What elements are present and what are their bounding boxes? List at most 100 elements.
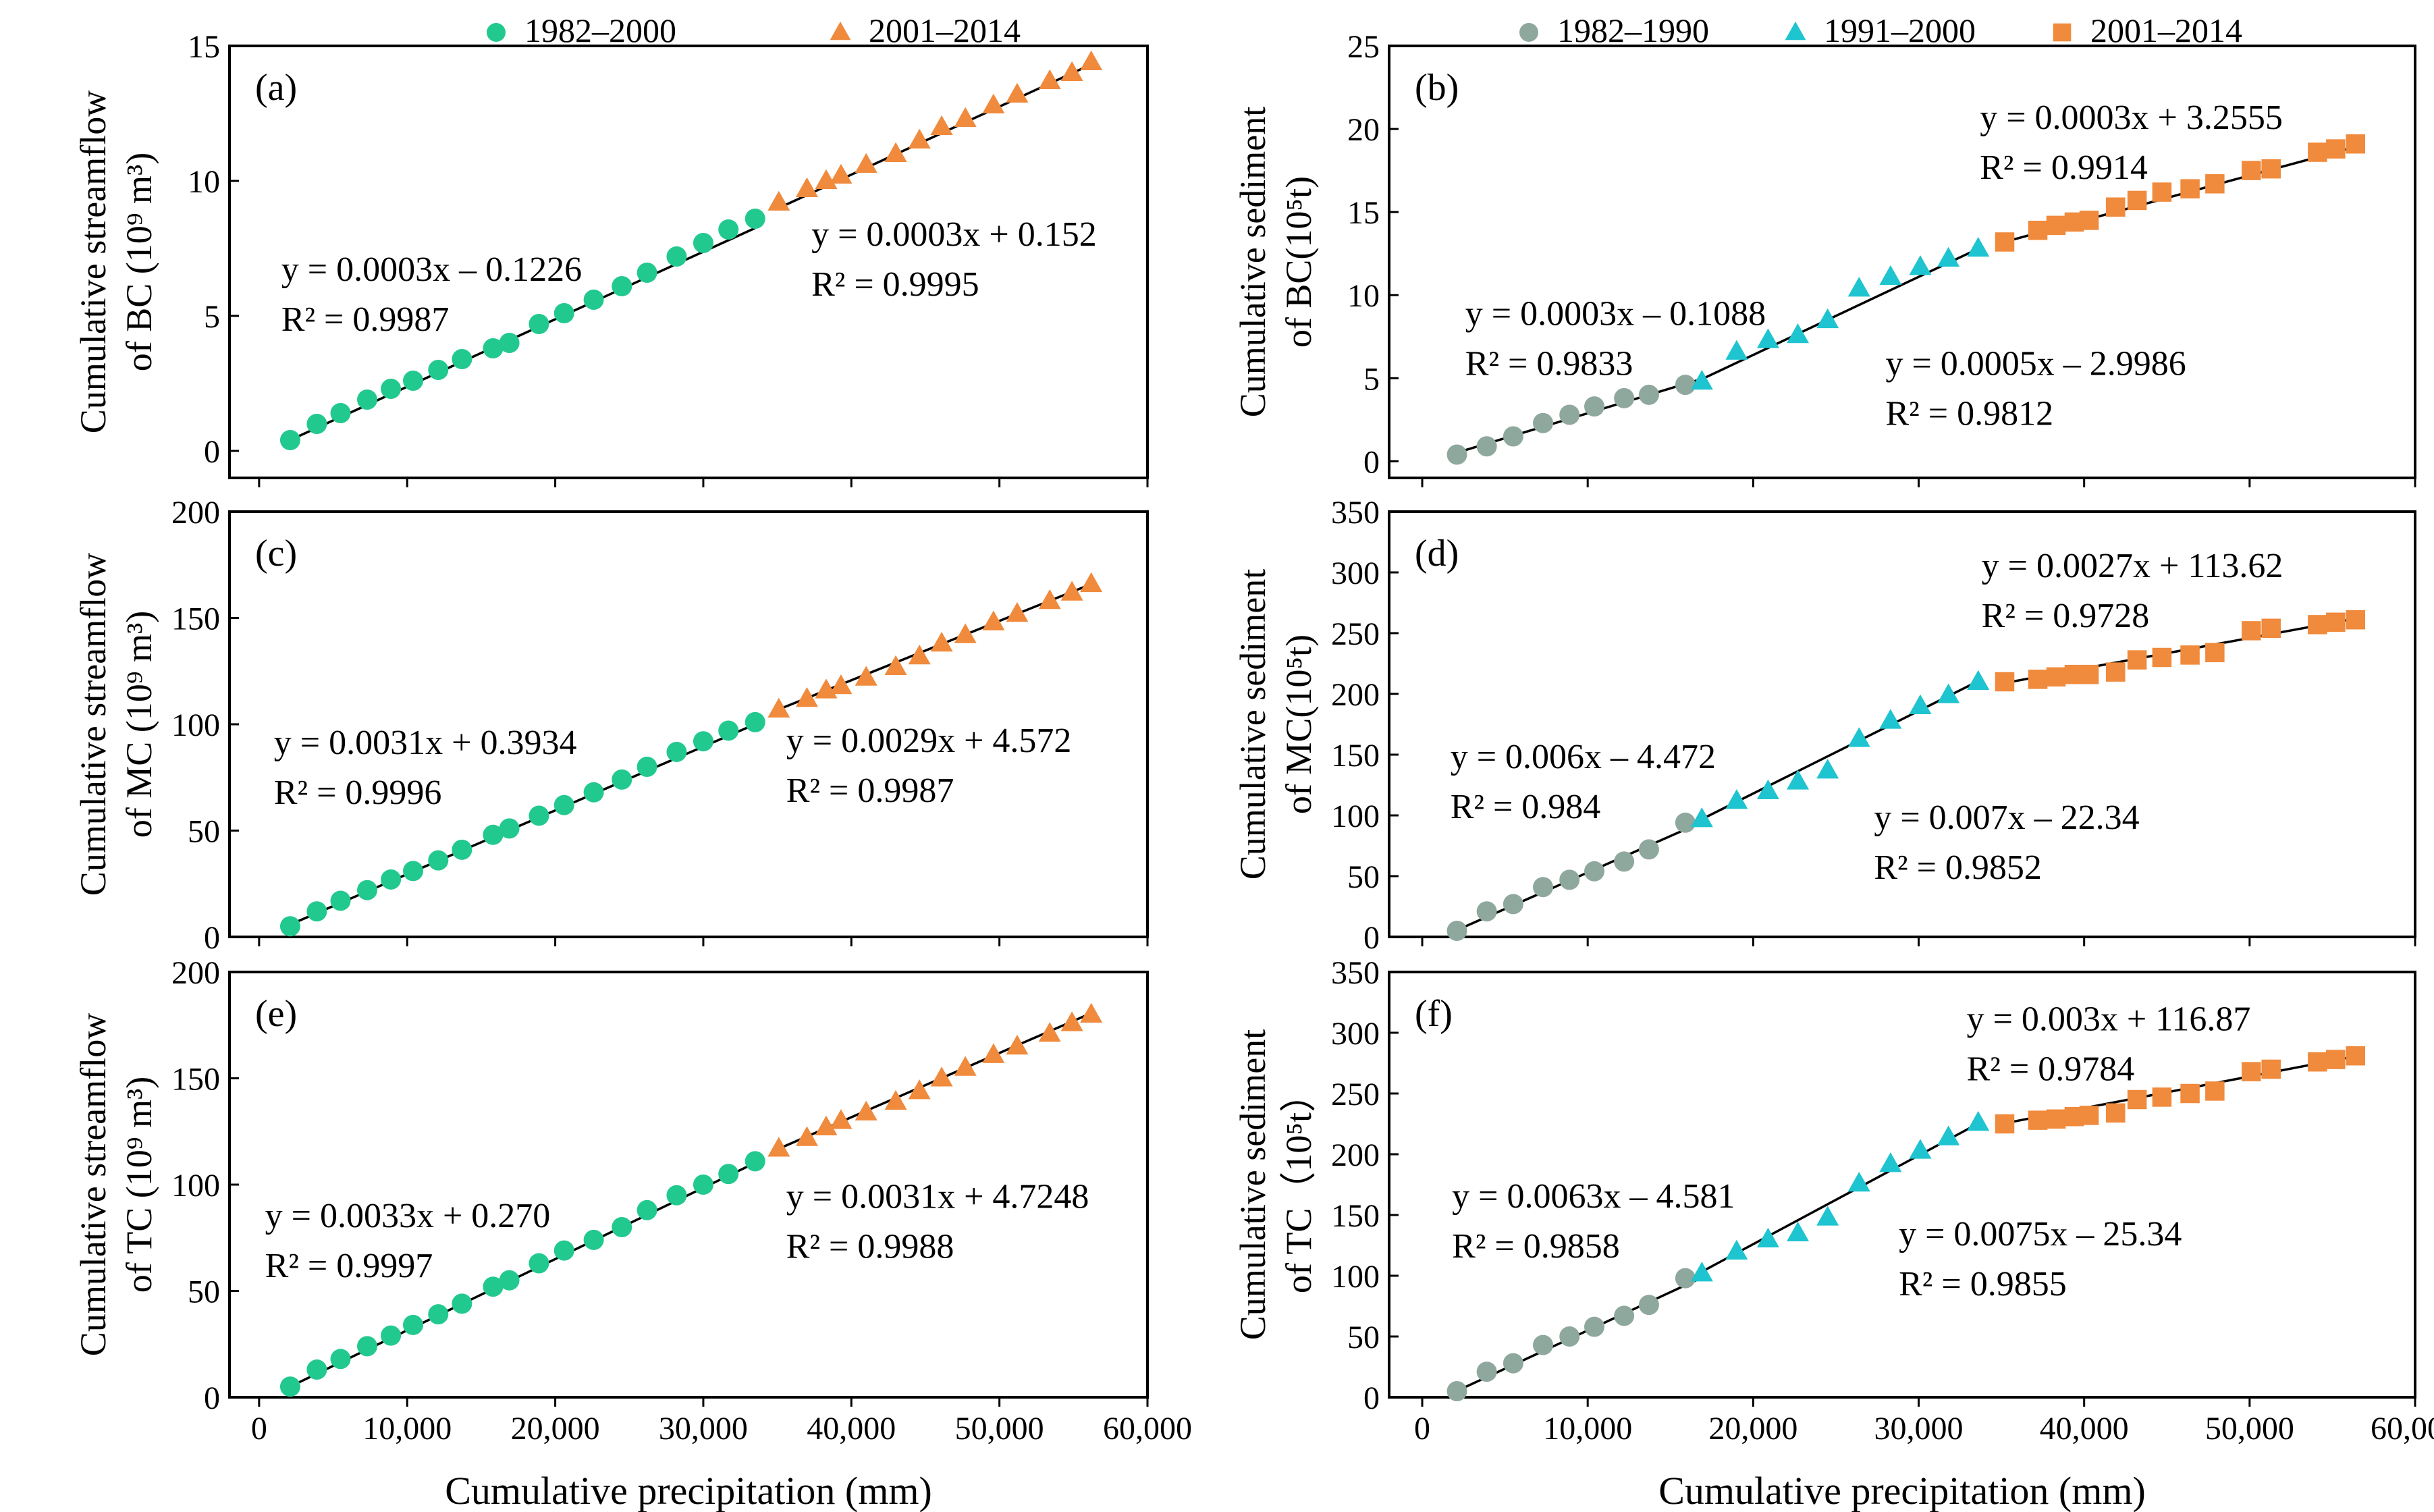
data-point (745, 209, 765, 229)
y-axis-label: Cumulative streamflow of TC (10⁹ m³) (73, 1013, 159, 1356)
data-point (1690, 807, 1713, 828)
legend-marker-triangle (830, 21, 851, 40)
series-circle (279, 711, 765, 937)
fit-equation: y = 0.006x – 4.472 (1451, 738, 1716, 776)
x-tick-label: 20,000 (511, 1411, 600, 1447)
data-point (2180, 645, 2200, 665)
data-point (1559, 869, 1580, 890)
data-point (1080, 572, 1103, 593)
data-point (1787, 770, 1810, 790)
data-point (815, 1115, 838, 1135)
y-tick-label: 100 (171, 1168, 220, 1204)
data-point (1909, 694, 1932, 714)
data-point (1584, 861, 1604, 882)
y-tick-label: 50 (188, 814, 220, 850)
plot-frame (1388, 510, 2416, 938)
y-tick-label: 50 (1347, 1320, 1380, 1355)
data-point (1847, 277, 1870, 297)
data-point (2152, 182, 2172, 202)
data-point (693, 233, 713, 253)
data-point (982, 93, 1005, 113)
data-point (2205, 643, 2225, 663)
data-point (452, 1293, 472, 1314)
y-tick-label: 20 (1347, 112, 1380, 148)
data-point (2261, 159, 2281, 179)
data-point (830, 163, 853, 184)
series-square (1995, 610, 2365, 692)
panel-e: 0 50 100 150 200 0 10,000 20,000 30,000 40,000 50,… (73, 955, 1192, 1447)
data-point (637, 263, 657, 283)
data-point (2079, 664, 2099, 684)
series-triangle (767, 572, 1103, 718)
y-axis-label-line1: Cumulative streamflow (73, 90, 113, 433)
y-tick-label: 0 (1363, 920, 1380, 956)
fit-r-squared: R² = 0.9852 (1874, 848, 2042, 887)
x-tick-label: 50,000 (2205, 1411, 2294, 1447)
data-point (1995, 232, 2015, 252)
series-triangle (767, 50, 1103, 211)
data-point (483, 338, 504, 358)
data-point (2242, 1062, 2261, 1081)
fit-equation: y = 0.0003x + 0.152 (811, 215, 1097, 254)
x-tick-label: 60,000 (1103, 1411, 1192, 1447)
data-point (1967, 237, 1990, 257)
series-circle (1446, 1268, 1696, 1401)
data-point (2079, 211, 2099, 230)
data-point (381, 379, 402, 399)
y-tick-label: 200 (171, 495, 220, 531)
y-axis-label-line2: of BC (10⁹ m³) (119, 153, 159, 372)
data-point (1787, 1221, 1810, 1241)
data-point (357, 389, 377, 410)
data-point (1060, 580, 1083, 601)
data-point (330, 1349, 351, 1370)
fit-r-squared: R² = 0.9855 (1899, 1265, 2067, 1303)
x-tick-label: 20,000 (1708, 1411, 1797, 1447)
data-point (1995, 672, 2015, 692)
data-point (2046, 215, 2066, 236)
data-point (2242, 621, 2261, 641)
data-point (330, 890, 351, 911)
data-point (1937, 683, 1960, 703)
data-point (693, 731, 713, 752)
y-axis-label-line1: Cumulative streamflow (73, 553, 113, 896)
data-point (1559, 1326, 1580, 1347)
data-point (1756, 1227, 1779, 1247)
data-point (718, 1164, 739, 1185)
y-axis-label-line1: Cumulative sediment (1233, 569, 1273, 880)
data-point (2028, 670, 2048, 689)
y-tick-label: 10 (1347, 278, 1380, 314)
data-point (306, 901, 327, 922)
y-tick-label: 150 (1331, 1198, 1380, 1234)
x-tick-label: 30,000 (659, 1411, 748, 1447)
data-point (884, 1089, 907, 1110)
data-point (1503, 894, 1523, 915)
data-point (954, 623, 977, 643)
data-point (1638, 839, 1659, 860)
data-point (815, 169, 838, 189)
data-point (693, 1174, 713, 1195)
y-axis-label-line2: of MC (10⁹ m³) (119, 611, 159, 838)
data-point (930, 115, 953, 135)
data-point (529, 1253, 549, 1274)
fit-equation: y = 0.0003x – 0.1226 (281, 250, 582, 289)
y-tick-label: 50 (188, 1274, 220, 1310)
x-tick-label: 0 (1414, 1411, 1430, 1447)
data-point (2127, 190, 2147, 211)
data-point (637, 1199, 657, 1220)
y-tick-label: 150 (171, 1062, 220, 1098)
data-point (666, 246, 687, 267)
data-point (2308, 615, 2327, 634)
trend-line (1701, 247, 1979, 381)
fit-equation: y = 0.0031x + 0.3934 (274, 724, 577, 762)
data-point (767, 697, 790, 718)
data-point (767, 1137, 790, 1157)
data-point (930, 632, 953, 652)
data-point (2106, 662, 2126, 682)
y-tick-label: 100 (1331, 1259, 1380, 1295)
fit-equation: y = 0.0027x + 113.62 (1982, 547, 2283, 585)
data-point (2046, 1109, 2066, 1129)
data-point (1533, 877, 1553, 898)
y-tick-label: 150 (1331, 738, 1380, 774)
data-point (2308, 142, 2327, 162)
fit-r-squared: R² = 0.9988 (786, 1228, 954, 1266)
